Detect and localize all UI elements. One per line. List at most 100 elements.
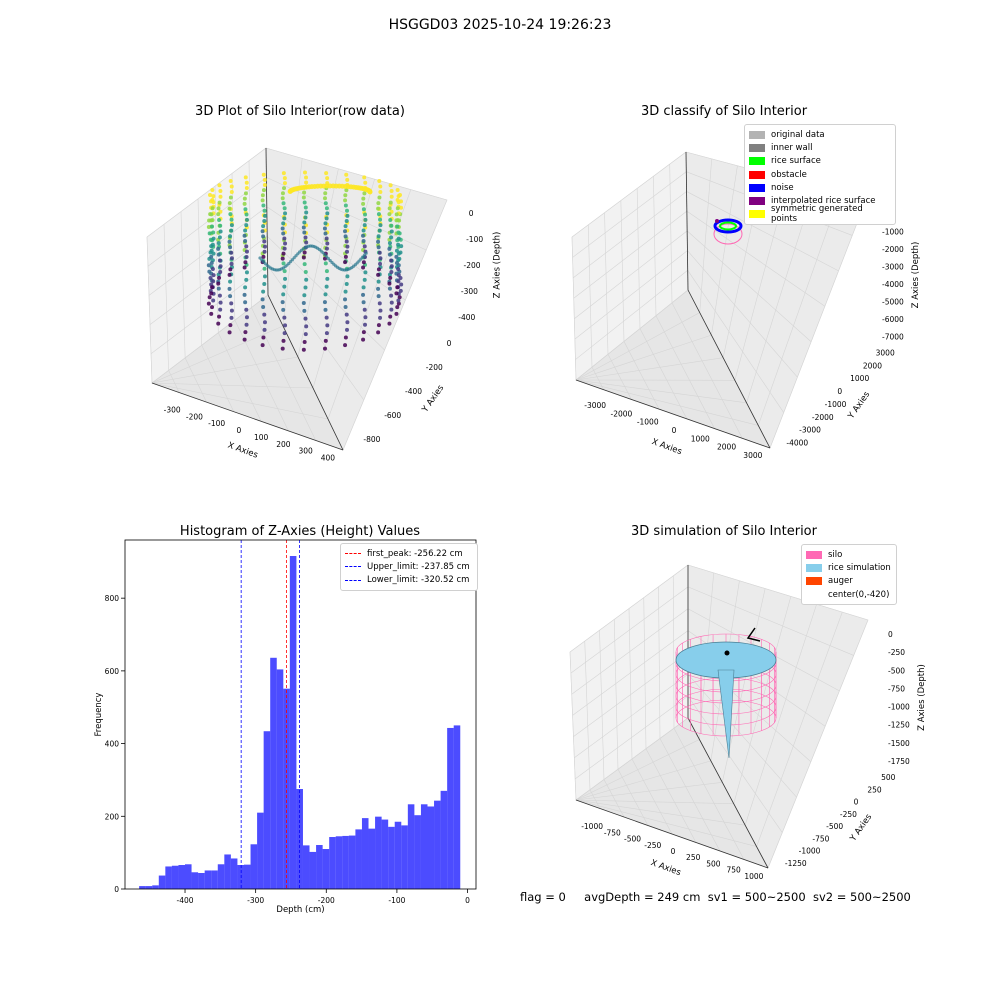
classify-legend-swatch [749, 157, 765, 166]
sim-z-tick-label: 0 [888, 630, 893, 639]
raw-point [396, 279, 401, 284]
histogram-bar [204, 870, 212, 889]
raw-gridline [151, 382, 329, 420]
raw-point [301, 347, 306, 352]
raw-point [243, 207, 248, 212]
sim-z-tick-label: -1000 [888, 703, 910, 712]
raw-point [228, 212, 233, 217]
raw-gridline [266, 206, 406, 301]
raw-point [262, 274, 267, 279]
cls-z-tick-label: -2000 [882, 245, 904, 254]
cls-z-tick-label: -3000 [882, 262, 904, 271]
simulation-legend-label: rice simulation [828, 562, 891, 573]
histogram-x-tick-label: -200 [318, 896, 335, 905]
raw-point [228, 178, 233, 183]
raw-point [262, 320, 267, 325]
raw-point [362, 307, 367, 312]
histogram-bar [440, 790, 448, 889]
raw-point [376, 330, 381, 335]
raw-point [244, 249, 249, 254]
sv1-text: sv1 = 500~2500 [707, 890, 806, 904]
raw-point [243, 191, 248, 196]
cls-x-tick-label: 1000 [691, 434, 710, 443]
simulation-legend: silo rice simulation auger center(0,-420) [801, 544, 897, 606]
cls-gridline [571, 151, 687, 238]
raw-point [209, 248, 214, 253]
raw-point [323, 231, 328, 236]
sim-gridline [573, 652, 689, 737]
raw-point [324, 171, 329, 176]
sim-gridline [687, 695, 783, 833]
cls-y-axis-line [687, 289, 771, 449]
raw-point [388, 275, 393, 280]
raw-gridline [151, 356, 299, 384]
sim-gridline [571, 608, 689, 695]
raw-point [376, 286, 381, 291]
raw-gridline [146, 236, 153, 384]
cls-x-tick-label: 0 [672, 426, 677, 435]
raw-point [303, 205, 308, 210]
raw-point [218, 270, 223, 275]
raw-point [304, 277, 309, 282]
sim-x-tick-label: -1000 [581, 822, 603, 831]
raw-point [398, 276, 403, 281]
raw-point [227, 330, 232, 335]
histogram-legend-swatch [345, 553, 361, 555]
histogram-x-tick-label: -400 [177, 896, 194, 905]
histogram-x-axis-label: Depth (cm) [276, 905, 324, 915]
panel-title-histogram: Histogram of Z-Axies (Height) Values [179, 524, 421, 539]
raw-point [282, 315, 287, 320]
sim-center-marker [724, 650, 730, 656]
raw-point [262, 218, 267, 223]
raw-point [323, 292, 328, 297]
raw-point [304, 210, 309, 215]
sim-y-tick-label: -1000 [799, 847, 821, 856]
raw-point [363, 270, 368, 275]
raw-point [262, 249, 267, 254]
simulation-render [675, 627, 777, 759]
cls-gridline [636, 188, 641, 329]
raw-point [218, 223, 223, 228]
raw-point [387, 241, 392, 246]
raw-point [324, 206, 329, 211]
sim-y-tick-label: 0 [854, 798, 859, 807]
raw-point [343, 229, 348, 234]
cls-axes-box [571, 151, 867, 449]
simulation-legend-swatch [806, 591, 822, 599]
raw-point [244, 315, 249, 320]
histogram-bar [375, 816, 382, 889]
figure-title: HSGGD03 2025-10-24 19:26:23 [388, 17, 612, 33]
raw-point [388, 200, 393, 205]
raw-point [389, 229, 394, 234]
cls-gridline [607, 354, 632, 400]
raw-point [242, 201, 247, 206]
raw-point [343, 224, 348, 229]
cls-gridline [671, 302, 743, 439]
classify-rice-ring [719, 221, 737, 231]
sim-gridline [574, 674, 689, 758]
raw-point [210, 267, 215, 272]
raw-point [207, 231, 212, 236]
histogram-bar [381, 819, 389, 889]
raw-point [324, 315, 329, 320]
raw-point [396, 298, 401, 303]
cls-x-tick-label: -1000 [637, 418, 659, 427]
raw-point [325, 241, 330, 246]
flag-text: flag = 0 [520, 890, 566, 904]
raw-x-axis-label: X Axies [226, 441, 259, 461]
sim-gridline [575, 760, 711, 801]
raw-point [244, 212, 249, 217]
histogram-bar [224, 854, 231, 889]
raw-point [211, 273, 216, 278]
raw-point [363, 315, 368, 320]
raw-point [282, 269, 287, 274]
raw-point [389, 300, 394, 305]
raw-point [282, 284, 287, 289]
raw-point [281, 221, 286, 226]
raw-point [282, 216, 287, 221]
cls-gridline [574, 250, 688, 340]
histogram-bar [414, 815, 421, 889]
raw-point [376, 294, 381, 299]
raw-point [283, 323, 288, 328]
sim-z-axis-label: Z Axies (Depth) [917, 664, 927, 731]
